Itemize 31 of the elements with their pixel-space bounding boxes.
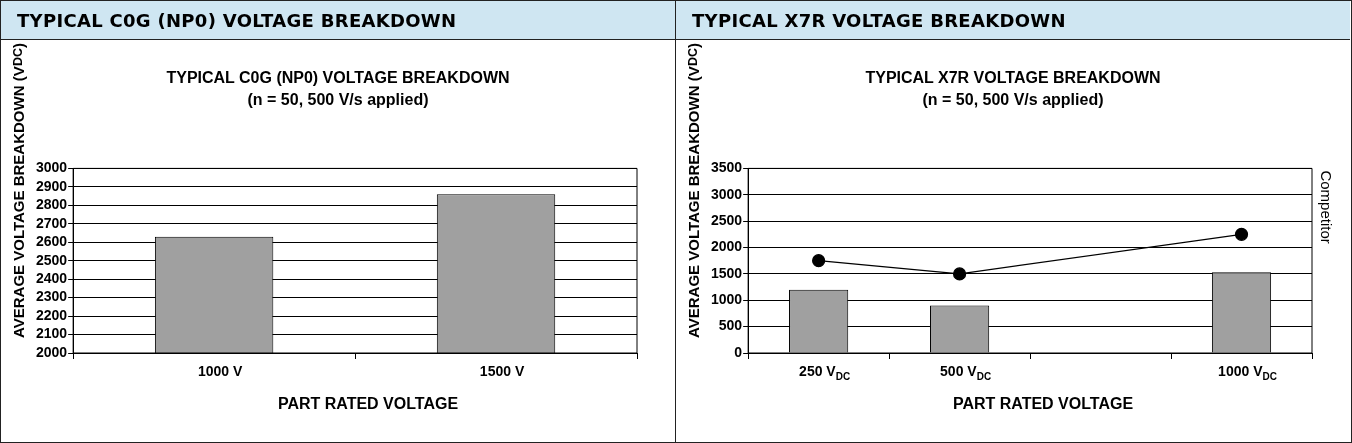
y-tick-label: 2000 xyxy=(710,238,743,255)
text: Competitor xyxy=(1318,170,1336,244)
y-tick-label: 2600 xyxy=(35,233,68,250)
x-tick-label: 1500 V xyxy=(479,362,525,379)
y-tick-label: 2000 xyxy=(35,343,68,360)
y-tick-label: 2200 xyxy=(35,306,68,323)
chart-title: TYPICAL X7R VOLTAGE BREAKDOWN xyxy=(676,1,1350,40)
y-tick-label: 3000 xyxy=(35,159,68,176)
point xyxy=(952,267,967,281)
y-tick-label: 500 xyxy=(718,317,743,334)
y-tick-label: 2900 xyxy=(35,177,68,194)
y-tick-label: 2300 xyxy=(35,288,68,305)
chart-subtitle: TYPICAL X7R VOLTAGE BREAKDOWN (n = 50, 500 V/s applied) xyxy=(865,69,1161,108)
chart-title: TYPICAL C0G (NP0) VOLTAGE BREAKDOWN xyxy=(1,1,675,40)
y-tick-label: 2800 xyxy=(35,196,68,213)
y-tick-label: 2700 xyxy=(35,214,68,231)
x-axis-title: PART RATED VOLTAGE xyxy=(951,395,1135,413)
y-tick-label: 3000 xyxy=(710,185,743,202)
y-tick-label: 3500 xyxy=(710,159,743,176)
chart-subtitle: TYPICAL C0G (NP0) VOLTAGE BREAKDOWN (n = 50, 500 V/s applied) xyxy=(166,69,510,108)
point xyxy=(1234,227,1249,241)
y-tick-label: 1000 xyxy=(710,291,743,308)
y-tick-label: 2500 xyxy=(710,212,743,228)
x-axis-title: PART RATED VOLTAGE xyxy=(276,395,460,413)
x-tick-label: 1000 V xyxy=(197,362,243,379)
y-tick-label: 2500 xyxy=(35,251,68,268)
y-tick-label: 2100 xyxy=(35,325,68,342)
y-tick-label: 0 xyxy=(734,343,743,360)
y-tick-label: 2400 xyxy=(35,270,68,287)
point xyxy=(812,254,826,268)
y-tick-label: 1500 xyxy=(710,264,743,281)
